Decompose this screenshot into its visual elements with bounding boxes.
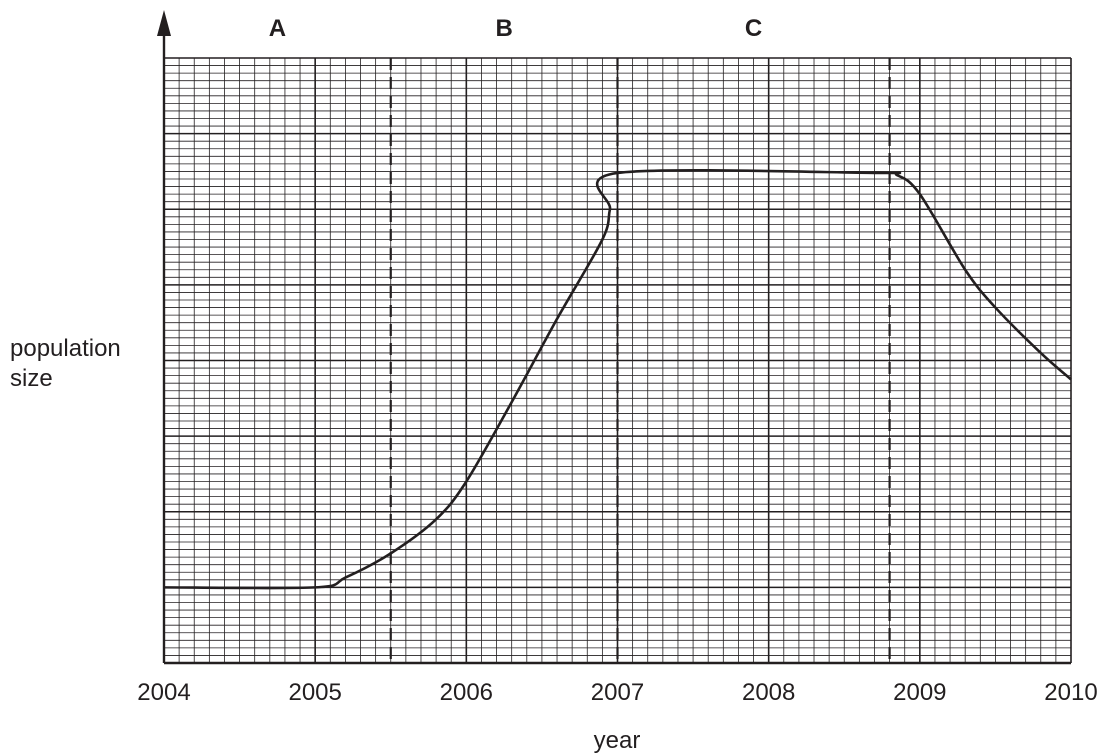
y-axis-label-line: population <box>10 335 121 362</box>
region-labels: A B C <box>269 15 763 42</box>
x-tick-label: 2010 <box>1044 679 1097 706</box>
region-boundaries <box>389 58 891 663</box>
series-layer <box>163 168 1072 590</box>
x-tick-label: 2007 <box>591 679 644 706</box>
y-axis-label-line: size <box>10 365 53 392</box>
region-label: C <box>745 15 762 42</box>
y-axis-arrow-icon <box>157 10 171 36</box>
x-tick-label: 2006 <box>440 679 493 706</box>
y-axis-label: population size <box>10 335 121 392</box>
x-tick-label: 2004 <box>137 679 190 706</box>
x-tick-label: 2005 <box>288 679 341 706</box>
x-tick-label: 2008 <box>742 679 795 706</box>
region-label: A <box>269 15 286 42</box>
axes <box>157 10 1071 665</box>
region-label: B <box>495 15 512 42</box>
series-line <box>163 168 1072 590</box>
x-axis-label: year <box>594 727 641 754</box>
x-tick-labels: 2004 2005 2006 2007 2008 2009 2010 <box>137 679 1097 706</box>
x-tick-label: 2009 <box>893 679 946 706</box>
